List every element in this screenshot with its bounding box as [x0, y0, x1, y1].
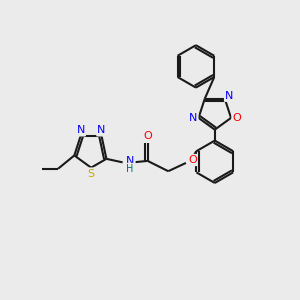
- Text: O: O: [188, 155, 197, 165]
- Text: H: H: [126, 164, 134, 174]
- Text: O: O: [144, 131, 153, 141]
- Text: N: N: [76, 125, 85, 135]
- Text: N: N: [126, 156, 134, 166]
- Text: O: O: [232, 113, 241, 123]
- Text: N: N: [225, 91, 233, 101]
- Text: N: N: [189, 113, 197, 123]
- Text: S: S: [88, 169, 95, 178]
- Text: N: N: [97, 125, 106, 135]
